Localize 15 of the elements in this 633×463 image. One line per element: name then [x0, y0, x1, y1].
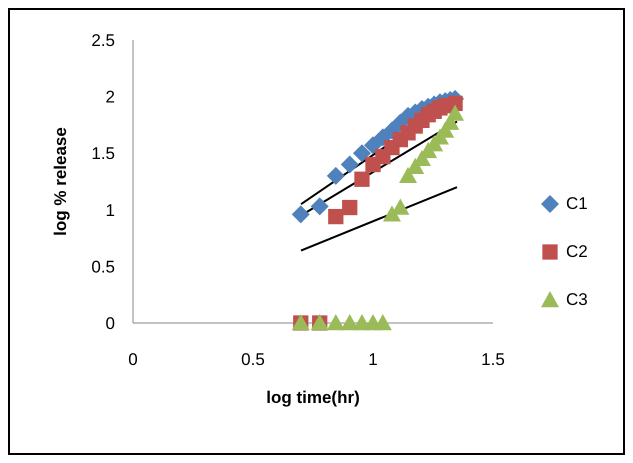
- y-axis-title: log % release: [51, 127, 70, 236]
- y-tick-label: 1: [106, 200, 115, 220]
- legend-label: C1: [566, 194, 588, 214]
- y-tick-label: 1.5: [91, 144, 115, 164]
- x-tick-label: 0: [128, 350, 138, 370]
- y-tick-label: 2: [106, 88, 115, 107]
- y-tick-label: 0.5: [91, 257, 115, 276]
- legend-label: C2: [566, 242, 588, 262]
- legend-label: C3: [566, 290, 588, 310]
- x-tick-label: 1.5: [481, 350, 505, 370]
- x-axis-title: log time(hr): [266, 388, 360, 407]
- x-tick-label: 0.5: [241, 350, 265, 370]
- y-tick-label: 0: [106, 314, 115, 334]
- x-tick-label: 1: [368, 350, 378, 370]
- y-tick-label: 2.5: [91, 31, 115, 50]
